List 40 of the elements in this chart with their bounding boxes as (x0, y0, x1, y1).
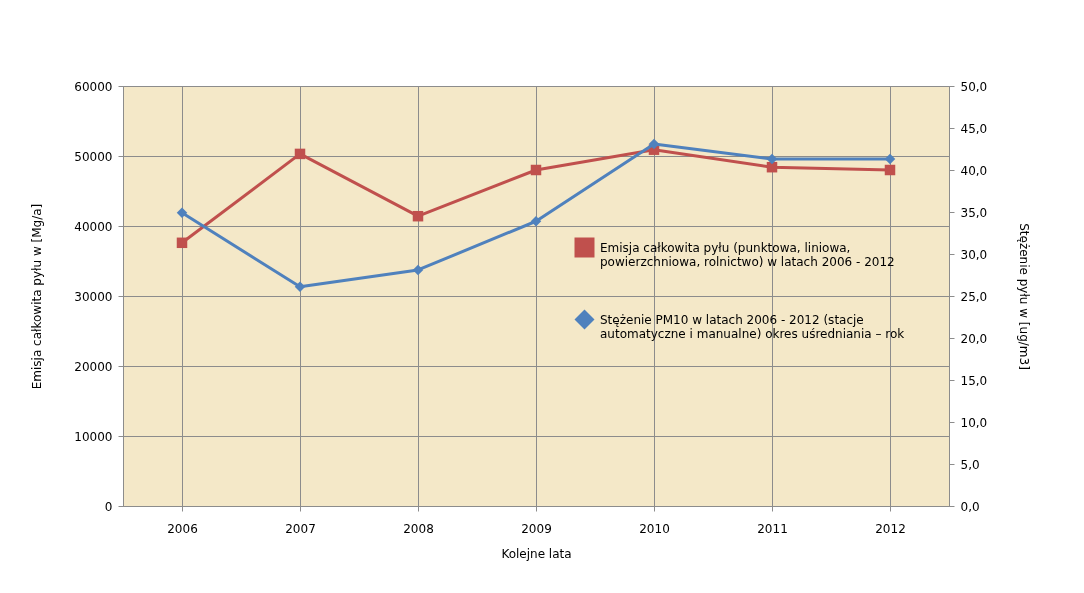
y-tick-label: 60000 (74, 79, 113, 94)
point (648, 138, 660, 150)
y-tick-label: 20000 (74, 359, 113, 374)
legend-label: Stężenie PM10 w latach 2006 - 2012 (stacje automatyczne i manualne) okres uśredniania – rok (600, 312, 905, 341)
point (530, 164, 542, 176)
y-tick-label: 30000 (74, 289, 113, 304)
x-tick-label: 2010 (639, 521, 670, 536)
y2-tick-label: 15,0 (960, 373, 988, 388)
point (176, 207, 188, 219)
x-tick-label: 2006 (167, 521, 198, 536)
point (412, 264, 424, 276)
y2-tick-label: 40,0 (960, 163, 988, 178)
point (176, 237, 188, 249)
y2-tick-label: 10,0 (960, 415, 988, 430)
y2-tick-label: 5,0 (960, 457, 980, 472)
y2-axis-title: Stężenie pyłu w [ug/m3] (1017, 223, 1032, 370)
x-axis-title: Kolejne lata (501, 546, 572, 561)
x-tick-label: 2007 (285, 521, 316, 536)
point (412, 210, 424, 222)
y2-tick-label: 45,0 (960, 121, 988, 136)
y2-tick-label: 50,0 (960, 79, 988, 94)
x-tick-label: 2012 (875, 521, 906, 536)
y-tick-label: 40000 (74, 219, 113, 234)
y-tick-label: 0 (104, 499, 113, 514)
x-tick-label: 2011 (757, 521, 788, 536)
y2-tick-label: 0,0 (960, 499, 980, 514)
point (294, 281, 306, 292)
y2-tick-label: 20,0 (960, 331, 988, 346)
point (884, 164, 896, 176)
x-tick-label: 2008 (403, 521, 434, 536)
y-tick-label: 10000 (74, 429, 113, 444)
point (294, 148, 306, 160)
y2-tick-label: 30,0 (960, 247, 988, 262)
y-tick-label: 50000 (74, 149, 113, 164)
y2-tick-label: 25,0 (960, 289, 988, 304)
legend-label: Emisja całkowita pyłu (punktowa, liniowa, powierzchniowa, rolnictwo) w latach 2006 - 2012 (600, 240, 895, 269)
y-axis-title: Emisja całkowita pyłu w [Mg/a] (30, 203, 45, 390)
point (530, 216, 542, 227)
y2-tick-label: 35,0 (960, 205, 988, 220)
x-tick-label: 2009 (521, 521, 552, 536)
